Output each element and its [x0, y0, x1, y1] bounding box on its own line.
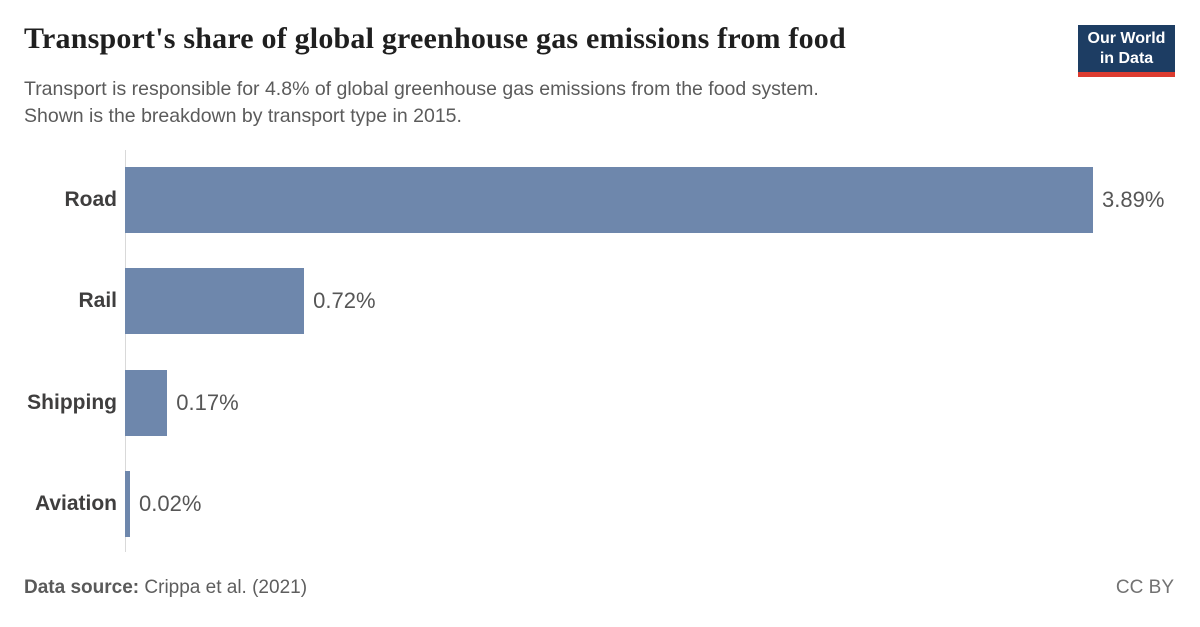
chart-title: Transport's share of global greenhouse g… — [24, 22, 846, 55]
value-label-aviation: 0.02% — [139, 490, 202, 516]
value-label-shipping: 0.17% — [176, 389, 239, 415]
bar-shipping[interactable] — [125, 369, 168, 436]
chart-subtitle-line2: Shown is the breakdown by transport type… — [24, 105, 462, 127]
bar-row: Rail 0.72% — [0, 268, 1200, 335]
owid-logo[interactable]: Our World in Data — [1078, 25, 1175, 77]
chart-subtitle: Transport is responsible for 4.8% of glo… — [24, 76, 819, 130]
bar-row: Aviation 0.02% — [0, 470, 1200, 537]
category-label-aviation: Aviation — [34, 491, 117, 515]
bar-row: Road 3.89% — [0, 167, 1200, 233]
chart-subtitle-line1: Transport is responsible for 4.8% of glo… — [24, 78, 819, 100]
license-cc-by[interactable]: CC BY — [1115, 577, 1174, 598]
category-label-road: Road — [64, 188, 118, 211]
bar-aviation[interactable] — [125, 470, 130, 537]
bar-row: Shipping 0.17% — [0, 369, 1200, 436]
source-value: Crippa et al. (2021) — [144, 577, 308, 598]
owid-logo-line2: in Data — [1099, 50, 1154, 67]
value-label-road: 3.89% — [1102, 187, 1165, 212]
bar-rail[interactable] — [125, 268, 305, 335]
category-label-shipping: Shipping — [27, 390, 117, 414]
y-axis-line — [125, 150, 126, 552]
value-label-rail: 0.72% — [313, 288, 376, 314]
footer-source: Data source: Crippa et al. (2021) — [24, 577, 307, 599]
category-label-rail: Rail — [78, 289, 117, 313]
source-label: Data source: — [24, 577, 140, 598]
bar-road[interactable] — [125, 167, 1093, 233]
owid-logo-line1: Our World — [1087, 30, 1166, 47]
